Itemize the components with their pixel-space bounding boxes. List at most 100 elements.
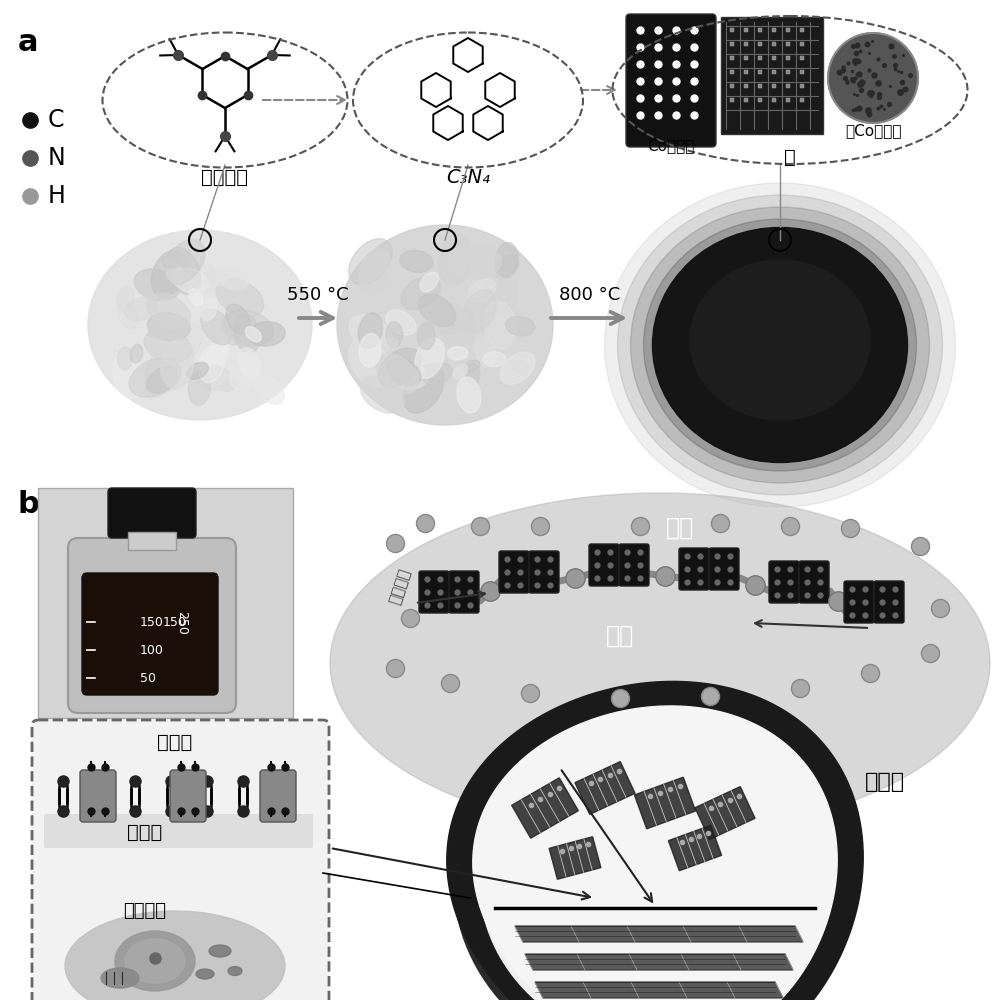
Ellipse shape — [117, 347, 132, 370]
Ellipse shape — [490, 271, 518, 314]
Ellipse shape — [495, 243, 518, 277]
Ellipse shape — [360, 376, 405, 413]
Ellipse shape — [453, 687, 857, 1000]
FancyBboxPatch shape — [709, 548, 739, 590]
Ellipse shape — [228, 328, 240, 345]
Ellipse shape — [134, 269, 180, 301]
Ellipse shape — [161, 339, 194, 389]
Ellipse shape — [117, 286, 134, 311]
Ellipse shape — [387, 359, 421, 386]
Ellipse shape — [330, 493, 990, 833]
Ellipse shape — [229, 241, 256, 282]
Ellipse shape — [418, 322, 435, 350]
Text: N: N — [48, 146, 65, 170]
Ellipse shape — [88, 230, 312, 420]
FancyBboxPatch shape — [68, 538, 236, 713]
Polygon shape — [635, 777, 695, 829]
Ellipse shape — [166, 247, 200, 294]
Text: C₃N₄: C₃N₄ — [446, 168, 490, 187]
Polygon shape — [669, 825, 721, 871]
Ellipse shape — [125, 297, 157, 320]
Ellipse shape — [166, 258, 189, 281]
Ellipse shape — [177, 323, 202, 358]
Ellipse shape — [161, 256, 176, 271]
Ellipse shape — [147, 312, 189, 341]
Text: Co催化剂: Co催化剂 — [648, 138, 694, 153]
Polygon shape — [512, 778, 578, 838]
Ellipse shape — [423, 363, 452, 385]
Text: 细胞外: 细胞外 — [158, 733, 192, 752]
Text: H: H — [48, 184, 65, 208]
FancyBboxPatch shape — [619, 544, 649, 586]
Ellipse shape — [433, 301, 474, 344]
FancyBboxPatch shape — [721, 17, 823, 134]
Ellipse shape — [188, 372, 210, 405]
Ellipse shape — [359, 249, 391, 294]
Ellipse shape — [151, 250, 186, 297]
FancyBboxPatch shape — [679, 548, 709, 590]
Ellipse shape — [604, 183, 955, 507]
Ellipse shape — [165, 239, 205, 284]
FancyBboxPatch shape — [626, 14, 716, 147]
Ellipse shape — [382, 338, 398, 351]
Ellipse shape — [146, 347, 179, 390]
Text: 100: 100 — [140, 644, 164, 656]
Ellipse shape — [631, 207, 930, 483]
FancyBboxPatch shape — [44, 814, 313, 848]
Text: 50: 50 — [140, 672, 156, 684]
Text: 三聚氰胺: 三聚氰胺 — [201, 168, 249, 187]
Ellipse shape — [129, 358, 181, 397]
Ellipse shape — [420, 272, 438, 292]
Ellipse shape — [468, 279, 496, 302]
Ellipse shape — [438, 234, 471, 285]
FancyBboxPatch shape — [589, 544, 619, 586]
FancyBboxPatch shape — [128, 532, 176, 550]
FancyBboxPatch shape — [769, 561, 799, 603]
Text: C: C — [48, 108, 64, 132]
Ellipse shape — [386, 322, 403, 347]
Ellipse shape — [690, 260, 870, 420]
Ellipse shape — [255, 375, 284, 404]
Ellipse shape — [479, 712, 830, 1000]
Text: a: a — [18, 28, 39, 57]
Text: 无Co催化剂: 无Co催化剂 — [845, 123, 902, 138]
Polygon shape — [535, 982, 783, 998]
Ellipse shape — [173, 268, 208, 293]
Ellipse shape — [216, 267, 249, 290]
Ellipse shape — [419, 294, 455, 326]
Ellipse shape — [468, 275, 485, 296]
Ellipse shape — [447, 245, 501, 280]
Ellipse shape — [500, 352, 535, 384]
Ellipse shape — [375, 354, 419, 394]
Ellipse shape — [461, 290, 496, 334]
Ellipse shape — [495, 255, 519, 279]
Ellipse shape — [196, 366, 234, 391]
Ellipse shape — [378, 348, 421, 387]
Ellipse shape — [483, 352, 506, 367]
Ellipse shape — [415, 338, 444, 378]
Ellipse shape — [475, 316, 489, 337]
Ellipse shape — [216, 279, 264, 317]
Ellipse shape — [196, 969, 214, 979]
Text: 生物细胞: 生物细胞 — [123, 902, 167, 920]
Ellipse shape — [115, 931, 195, 991]
Ellipse shape — [349, 339, 392, 387]
Ellipse shape — [147, 367, 178, 393]
Ellipse shape — [506, 316, 535, 336]
Ellipse shape — [456, 377, 481, 413]
FancyBboxPatch shape — [499, 551, 529, 593]
Ellipse shape — [475, 336, 496, 367]
FancyBboxPatch shape — [874, 581, 904, 623]
Polygon shape — [525, 954, 793, 970]
Polygon shape — [575, 762, 635, 814]
Ellipse shape — [148, 322, 173, 339]
Ellipse shape — [438, 308, 473, 334]
FancyBboxPatch shape — [82, 573, 218, 695]
Ellipse shape — [248, 322, 286, 346]
Text: b: b — [18, 490, 40, 519]
Polygon shape — [695, 787, 755, 839]
Ellipse shape — [203, 270, 227, 286]
Polygon shape — [473, 706, 837, 1000]
Ellipse shape — [359, 334, 381, 367]
FancyBboxPatch shape — [260, 770, 296, 822]
